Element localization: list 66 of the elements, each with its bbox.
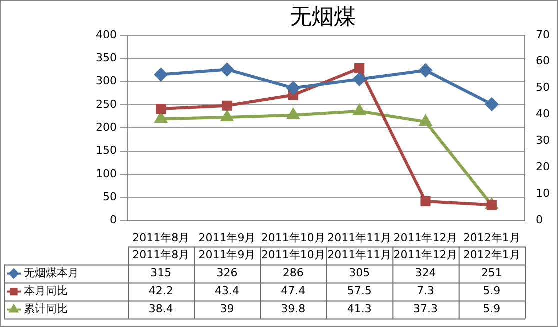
data-label: 7.3	[417, 284, 434, 298]
point	[221, 111, 234, 122]
y-tick-label: 200	[96, 120, 117, 134]
data-label: 5.9	[483, 284, 501, 298]
data-label: 41.3	[347, 302, 372, 316]
y2-tick-label: 50	[536, 81, 550, 94]
y-tick-label: 400	[96, 28, 117, 42]
data-label: 251	[481, 266, 502, 280]
point	[220, 63, 234, 76]
y-tick-label: 150	[96, 144, 117, 158]
point	[419, 64, 432, 78]
data-label: 305	[349, 266, 370, 280]
data-label: 42.2	[148, 284, 174, 298]
data-label: 43.4	[214, 284, 240, 298]
x-tick-label: 2011年8月	[132, 231, 190, 244]
legend-label: 本月同比	[24, 284, 68, 298]
point	[286, 82, 300, 95]
y2-tick-label: 20	[536, 160, 550, 174]
data-label: 37.3	[414, 302, 438, 316]
data-label: 326	[216, 266, 238, 280]
data-label: 39	[220, 302, 234, 316]
x-tick-label: 2011年12月	[394, 231, 458, 244]
y2-tick-label: 60	[536, 54, 550, 68]
x-tick-label: 2011年11月	[328, 231, 392, 244]
data-label: 324	[415, 266, 436, 280]
data-label: 38.4	[148, 302, 174, 316]
point	[420, 196, 431, 206]
legend-label: 无烟煤本月	[24, 266, 79, 280]
point	[288, 108, 300, 120]
y2-tick-label: 40	[536, 108, 550, 121]
category-label: 2012年1月	[463, 248, 520, 262]
point	[154, 68, 168, 82]
x-tick-label: 2012年1月	[463, 231, 520, 244]
point	[354, 63, 365, 74]
point	[155, 112, 167, 124]
y-tick-label: 100	[96, 167, 117, 180]
y2-tick-label: 10	[536, 187, 550, 200]
category-label: 2011年12月	[394, 248, 458, 262]
x-tick-label: 2011年10月	[261, 231, 326, 244]
point	[420, 116, 432, 126]
data-label: 315	[150, 266, 172, 280]
category-label: 2011年11月	[328, 248, 392, 262]
point	[353, 72, 366, 86]
category-label: 2011年8月	[132, 248, 190, 262]
data-label: 39.8	[281, 302, 306, 316]
x-tick-label: 2011年9月	[198, 231, 256, 244]
point	[354, 104, 366, 116]
y-tick-label: 0	[110, 214, 117, 227]
y-tick-label: 250	[96, 98, 117, 111]
y-tick-label: 50	[102, 190, 117, 204]
y2-tick-label: 30	[536, 134, 550, 148]
category-label: 2011年9月	[198, 248, 256, 262]
y2-tick-label: 0	[536, 214, 544, 227]
data-label: 57.5	[347, 284, 372, 298]
legend-label: 累计同比	[24, 302, 68, 316]
data-label: 5.9	[483, 302, 501, 316]
point	[156, 104, 166, 114]
point	[485, 98, 498, 111]
y2-tick-label: 70	[536, 28, 550, 42]
y-tick-label: 300	[96, 74, 117, 88]
data-label: 286	[282, 266, 304, 280]
point	[222, 100, 232, 111]
y-tick-label: 350	[96, 51, 117, 64]
data-label: 47.4	[281, 284, 306, 298]
category-label: 2011年10月	[261, 248, 326, 262]
chart-title: 无烟煤	[290, 4, 356, 30]
